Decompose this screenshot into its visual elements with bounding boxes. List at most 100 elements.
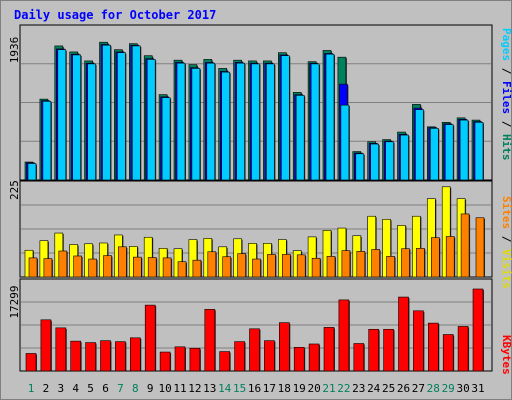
x-tick-label: 3 xyxy=(57,382,64,395)
sites-bar xyxy=(162,257,172,278)
pages-bar xyxy=(429,128,439,181)
kbytes-bar xyxy=(249,328,260,372)
pages-bar xyxy=(444,124,454,181)
sites-bar xyxy=(222,256,231,278)
pages-bar xyxy=(221,71,230,181)
pages-bar xyxy=(72,54,81,181)
pages-bar xyxy=(340,104,350,181)
sites-bar xyxy=(237,253,246,278)
pages-bar xyxy=(42,101,52,181)
pages-bar xyxy=(87,63,96,181)
x-tick-label: 6 xyxy=(102,382,109,395)
sites-bar xyxy=(401,248,410,278)
x-tick-label: 24 xyxy=(367,382,381,395)
pages-bar xyxy=(370,143,380,181)
pages-bar xyxy=(176,62,186,181)
kbytes-bar xyxy=(308,343,320,372)
x-tick-label: 11 xyxy=(173,382,186,395)
x-tick-label: 15 xyxy=(233,382,246,395)
sites-bar xyxy=(58,250,68,278)
kbytes-bar xyxy=(234,341,245,372)
x-tick-label: 8 xyxy=(132,382,139,395)
sites-bar xyxy=(430,237,440,278)
kbytes-bar xyxy=(144,304,156,372)
sites-bar xyxy=(73,255,82,278)
kbytes-bar xyxy=(293,346,305,372)
x-tick-label: 12 xyxy=(188,382,201,395)
x-tick-label: 5 xyxy=(87,382,94,395)
pages-bar xyxy=(27,163,37,181)
sites-bar xyxy=(133,256,142,278)
legend-pages: Pages xyxy=(500,28,512,61)
pages-bar xyxy=(280,55,290,181)
pages-bar xyxy=(132,45,141,181)
kbytes-bar xyxy=(472,288,484,372)
sites-bar xyxy=(192,259,202,278)
sites-bar xyxy=(43,258,53,278)
pages-bar xyxy=(355,153,365,181)
x-tick-label: 31 xyxy=(471,382,484,395)
kbytes-bar xyxy=(323,327,335,372)
legend-visits: Visits xyxy=(500,249,512,289)
x-tick-label: 26 xyxy=(397,382,410,395)
sites-bar xyxy=(460,213,470,278)
sites-bar xyxy=(341,250,351,278)
sites-bar xyxy=(88,258,97,278)
kbytes-legend: KBytes xyxy=(500,335,512,375)
x-tick-label: 4 xyxy=(72,382,79,395)
x-tick-label: 16 xyxy=(248,382,261,395)
x-axis-labels: 1 2 3 4 5 6 7 8 9 10 11 12 13 14 15 16 17 18 19 20 21 22 23 24 2… xyxy=(28,382,485,395)
pages-bar xyxy=(161,97,171,181)
sites-bar xyxy=(207,251,217,278)
sites-bar xyxy=(386,256,395,278)
kbytes-bar xyxy=(100,340,111,372)
x-tick-label: 17 xyxy=(263,382,276,395)
kbytes-bar xyxy=(159,351,171,372)
sites-bar xyxy=(311,257,321,278)
x-tick-label: 10 xyxy=(158,382,171,395)
kbytes-bar xyxy=(25,353,37,372)
kbytes-bar xyxy=(70,340,81,372)
kbytes-bar xyxy=(85,342,96,372)
kbytes-bar xyxy=(457,326,469,372)
pages-bar xyxy=(385,141,394,181)
x-tick-label: 25 xyxy=(382,382,395,395)
x-tick-label: 20 xyxy=(307,382,320,395)
pages-bar xyxy=(474,122,484,181)
kbytes-bar xyxy=(442,334,454,372)
kbytes-bar xyxy=(398,296,409,372)
sites-bar xyxy=(252,258,261,278)
kbytes-bar xyxy=(338,299,350,372)
pages-bar xyxy=(57,49,67,181)
chart-title: Daily usage for October 2017 xyxy=(14,8,216,22)
kbytes-bar xyxy=(413,310,424,372)
legend-sites: Sites xyxy=(500,196,512,229)
kbytes-bar xyxy=(204,309,216,372)
pages-bar xyxy=(251,63,260,181)
kbytes-bar xyxy=(115,341,126,372)
x-tick-label: 2 xyxy=(43,382,50,395)
pages-bar xyxy=(191,68,201,181)
pages-bar xyxy=(400,134,409,181)
chart-marks xyxy=(21,41,491,372)
pages-bar xyxy=(146,59,156,181)
x-tick-label: 14 xyxy=(218,382,232,395)
x-tick-label: 19 xyxy=(293,382,306,395)
sites-bar xyxy=(103,255,112,278)
pages-bar xyxy=(415,109,424,181)
visits-legend: Sites / Visits xyxy=(500,196,512,289)
x-tick-label: 13 xyxy=(203,382,216,395)
sites-bar xyxy=(281,254,291,278)
kbytes-bar xyxy=(189,347,201,372)
pages-bar xyxy=(459,119,469,181)
sites-bar xyxy=(445,236,455,278)
x-tick-label: 7 xyxy=(117,382,124,395)
pages-bar xyxy=(325,53,335,181)
x-tick-label: 22 xyxy=(337,382,350,395)
kbytes-bar xyxy=(264,340,275,372)
x-tick-label: 28 xyxy=(427,382,440,395)
pages-bar xyxy=(102,44,111,181)
pages-bar xyxy=(295,95,305,181)
sites-bar xyxy=(416,248,425,278)
